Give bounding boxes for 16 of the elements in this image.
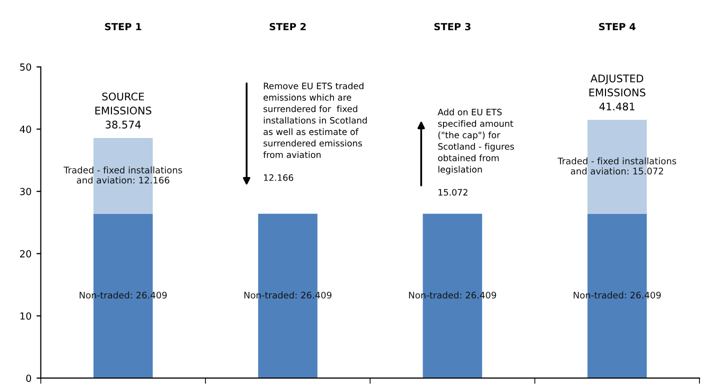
y-tick-label: 0: [26, 374, 32, 382]
x-tick-label: STEP 3: [434, 22, 470, 30]
x-tick-label: STEP 2: [270, 22, 306, 30]
data-label: Traded - fixed installations and aviation: 12.166: [64, 166, 182, 184]
y-tick-label: 40: [20, 126, 32, 133]
text: Remove EU ETS traded emissions which are surrendered for fixed installations in Scotland as well as estimate of surrendered emissions from aviation 12.166: [263, 82, 367, 181]
y-tick-label: 50: [20, 63, 32, 71]
x-tick-label: STEP 1: [105, 22, 142, 30]
x-tick-label: STEP 4: [599, 22, 636, 30]
annotation: ADJUSTED EMISSIONS 41.481: [589, 74, 646, 110]
y-tick-label: 30: [20, 188, 32, 196]
data-label: Traded - fixed installations and aviation: 15.072: [558, 157, 676, 175]
annotation: SOURCE EMISSIONS 38.574: [95, 92, 152, 129]
y-tick-label: 20: [20, 250, 32, 258]
text: Add on EU ETS specified amount ("the cap") for Scotland - figures obtained from legislation 15.072: [438, 108, 514, 196]
y-tick-label: 10: [20, 312, 32, 320]
